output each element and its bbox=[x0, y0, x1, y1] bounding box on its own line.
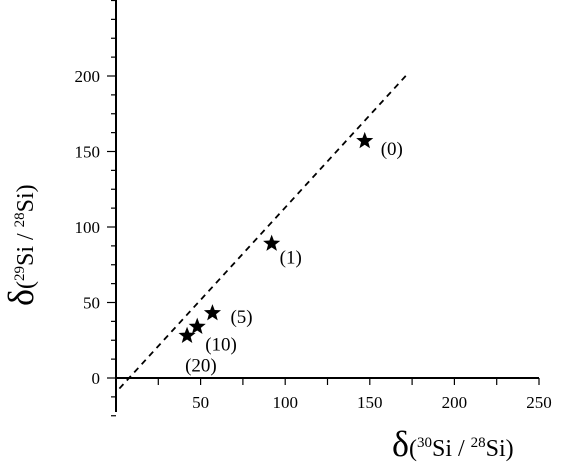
x-axis-ticks: 50 100 150 200 250 bbox=[157, 378, 552, 412]
x-tick-label: 100 bbox=[272, 393, 298, 412]
data-points: (0) (1) (5) (10)(20) bbox=[178, 131, 403, 377]
x-tick-label: 250 bbox=[526, 393, 552, 412]
y-axis-ticks: 0 50 100 150 200 bbox=[75, 0, 116, 417]
y-tick-label: 50 bbox=[83, 294, 100, 313]
x-axis-title-sup2: 28 bbox=[471, 435, 486, 451]
y-axis-title-paren: ( bbox=[13, 281, 39, 289]
y-axis-title-sup2: 28 bbox=[12, 212, 28, 227]
reference-line-group bbox=[118, 73, 408, 390]
y-tick-label: 200 bbox=[75, 67, 101, 86]
x-axis-title-delta: δ bbox=[392, 424, 409, 464]
x-axis-title-paren: ( bbox=[409, 436, 417, 462]
star-marker bbox=[263, 234, 281, 251]
x-axis-title-iso2: Si) bbox=[486, 436, 514, 462]
point-label: (5) bbox=[230, 307, 252, 328]
y-axis-title-delta: δ bbox=[1, 289, 41, 306]
x-tick-label: 200 bbox=[442, 393, 468, 412]
star-marker bbox=[356, 131, 374, 149]
y-axis-title-iso1: Si / bbox=[13, 227, 39, 266]
x-tick-label: 150 bbox=[357, 393, 383, 412]
y-axis-title: δ(29Si / 28Si) bbox=[1, 184, 41, 306]
point-label: (20) bbox=[185, 356, 217, 377]
star-marker bbox=[203, 304, 221, 321]
y-tick-label: 0 bbox=[92, 369, 101, 388]
y-axis-title-iso2: Si) bbox=[13, 184, 39, 212]
point-label: (1) bbox=[280, 248, 302, 269]
point-label: (0) bbox=[381, 139, 403, 160]
star-marker bbox=[178, 326, 196, 343]
x-axis-title-iso1: Si / bbox=[432, 436, 471, 462]
x-tick-label: 50 bbox=[192, 393, 209, 412]
y-tick-label: 150 bbox=[75, 143, 101, 162]
y-tick-label: 100 bbox=[75, 218, 101, 237]
star-marker bbox=[188, 317, 206, 334]
point-label: (10) bbox=[205, 335, 237, 356]
reference-line bbox=[118, 73, 408, 390]
x-axis-title-sup1: 30 bbox=[417, 435, 432, 451]
x-axis-title: δ(30Si / 28Si) bbox=[392, 424, 514, 464]
y-axis-title-sup1: 29 bbox=[12, 266, 28, 281]
